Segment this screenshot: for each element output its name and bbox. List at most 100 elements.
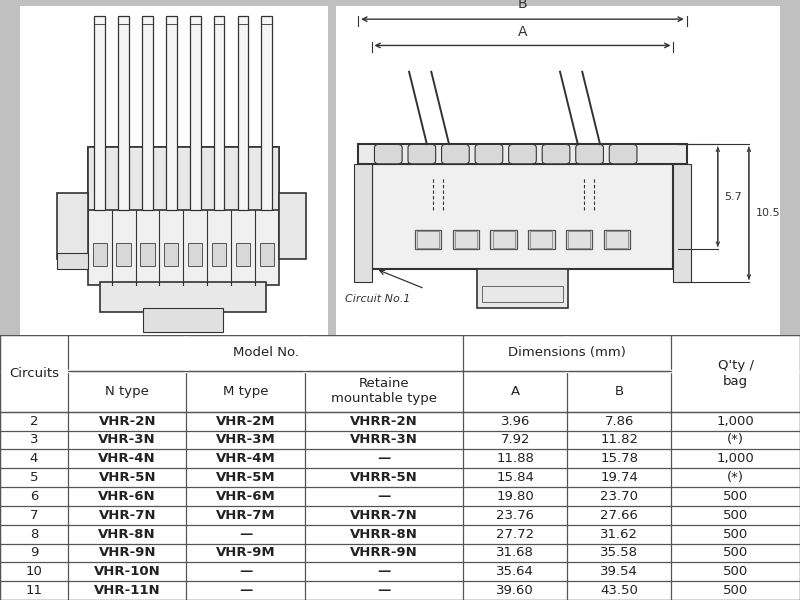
Text: VHR-5M: VHR-5M xyxy=(216,471,275,484)
Text: 27.66: 27.66 xyxy=(600,509,638,522)
Text: 7.92: 7.92 xyxy=(501,433,530,446)
Text: 3.96: 3.96 xyxy=(501,415,530,428)
Bar xyxy=(238,16,248,209)
Text: 23.76: 23.76 xyxy=(496,509,534,522)
Text: VHR-6M: VHR-6M xyxy=(216,490,275,503)
Text: 500: 500 xyxy=(723,490,748,503)
Bar xyxy=(143,308,223,332)
Bar xyxy=(117,243,130,266)
Bar xyxy=(142,16,153,209)
FancyBboxPatch shape xyxy=(509,145,536,164)
Bar xyxy=(212,243,226,266)
Text: A: A xyxy=(510,385,520,398)
Text: Q'ty /
bag: Q'ty / bag xyxy=(718,359,754,388)
Bar xyxy=(454,231,477,248)
Text: VHR-2M: VHR-2M xyxy=(216,415,275,428)
Text: 5: 5 xyxy=(30,471,38,484)
Text: B: B xyxy=(614,385,624,398)
Text: 19.80: 19.80 xyxy=(496,490,534,503)
Text: —: — xyxy=(378,584,390,597)
Text: 10.5: 10.5 xyxy=(755,208,780,218)
Text: 15.84: 15.84 xyxy=(496,471,534,484)
Text: 39.54: 39.54 xyxy=(600,565,638,578)
Text: N type: N type xyxy=(106,385,149,398)
Text: —: — xyxy=(378,565,390,578)
Text: 500: 500 xyxy=(723,584,748,597)
Text: 11.82: 11.82 xyxy=(600,433,638,446)
FancyBboxPatch shape xyxy=(374,145,402,164)
Text: 10: 10 xyxy=(26,565,42,578)
Text: —: — xyxy=(378,452,390,465)
Text: 31.62: 31.62 xyxy=(600,527,638,541)
Text: Circuits: Circuits xyxy=(9,367,59,380)
FancyBboxPatch shape xyxy=(475,145,502,164)
FancyBboxPatch shape xyxy=(603,230,630,250)
Text: VHRR-9N: VHRR-9N xyxy=(350,547,418,559)
Text: 39.60: 39.60 xyxy=(496,584,534,597)
Bar xyxy=(674,164,691,282)
Text: 19.74: 19.74 xyxy=(600,471,638,484)
Text: VHRR-7N: VHRR-7N xyxy=(350,509,418,522)
Text: VHRR-2N: VHRR-2N xyxy=(350,415,418,428)
Text: 6: 6 xyxy=(30,490,38,503)
Text: 500: 500 xyxy=(723,527,748,541)
Text: VHR-3N: VHR-3N xyxy=(98,433,156,446)
Text: —: — xyxy=(239,565,252,578)
Text: 11: 11 xyxy=(26,584,42,597)
Text: Retaine
mountable type: Retaine mountable type xyxy=(331,377,437,405)
FancyBboxPatch shape xyxy=(528,230,554,250)
Bar xyxy=(140,243,154,266)
Text: 23.70: 23.70 xyxy=(600,490,638,503)
Bar xyxy=(100,282,266,312)
Text: VHR-2N: VHR-2N xyxy=(98,415,156,428)
Bar xyxy=(530,231,553,248)
Text: Dimensions (mm): Dimensions (mm) xyxy=(508,346,626,359)
Text: 3: 3 xyxy=(30,433,38,446)
Bar xyxy=(164,243,178,266)
FancyBboxPatch shape xyxy=(453,230,479,250)
Text: VHRR-3N: VHRR-3N xyxy=(350,433,418,446)
Text: —: — xyxy=(239,584,252,597)
Text: VHR-9M: VHR-9M xyxy=(216,547,275,559)
Text: M type: M type xyxy=(223,385,268,398)
Bar xyxy=(262,16,272,209)
Bar xyxy=(493,231,514,248)
Text: (*): (*) xyxy=(727,433,744,446)
Text: 5.7: 5.7 xyxy=(725,192,742,202)
Text: VHRR-8N: VHRR-8N xyxy=(350,527,418,541)
Text: 1,000: 1,000 xyxy=(717,452,754,465)
Text: Model No.: Model No. xyxy=(233,346,298,359)
Bar xyxy=(358,144,686,164)
Bar xyxy=(482,286,563,302)
Bar xyxy=(94,16,105,209)
Text: 500: 500 xyxy=(723,547,748,559)
Bar xyxy=(354,164,371,282)
Text: VHR-6N: VHR-6N xyxy=(98,490,156,503)
Bar xyxy=(188,243,202,266)
Bar xyxy=(417,231,439,248)
Text: A: A xyxy=(518,25,527,39)
FancyBboxPatch shape xyxy=(415,230,442,250)
Text: 500: 500 xyxy=(723,565,748,578)
FancyBboxPatch shape xyxy=(576,145,603,164)
Text: —: — xyxy=(239,527,252,541)
Text: VHR-7M: VHR-7M xyxy=(216,509,275,522)
Text: VHRR-5N: VHRR-5N xyxy=(350,471,418,484)
Text: 7.86: 7.86 xyxy=(605,415,634,428)
Text: 35.64: 35.64 xyxy=(496,565,534,578)
FancyBboxPatch shape xyxy=(442,145,470,164)
Text: 4: 4 xyxy=(30,452,38,465)
Text: 500: 500 xyxy=(723,509,748,522)
Text: 11.88: 11.88 xyxy=(496,452,534,465)
Bar xyxy=(57,193,88,259)
Text: VHR-9N: VHR-9N xyxy=(98,547,156,559)
Bar xyxy=(214,16,225,209)
Bar xyxy=(477,269,568,308)
Bar xyxy=(88,148,278,209)
Text: 43.50: 43.50 xyxy=(600,584,638,597)
FancyBboxPatch shape xyxy=(566,230,593,250)
FancyBboxPatch shape xyxy=(490,230,517,250)
Bar xyxy=(371,164,674,269)
Text: VHR-10N: VHR-10N xyxy=(94,565,161,578)
FancyBboxPatch shape xyxy=(408,145,436,164)
